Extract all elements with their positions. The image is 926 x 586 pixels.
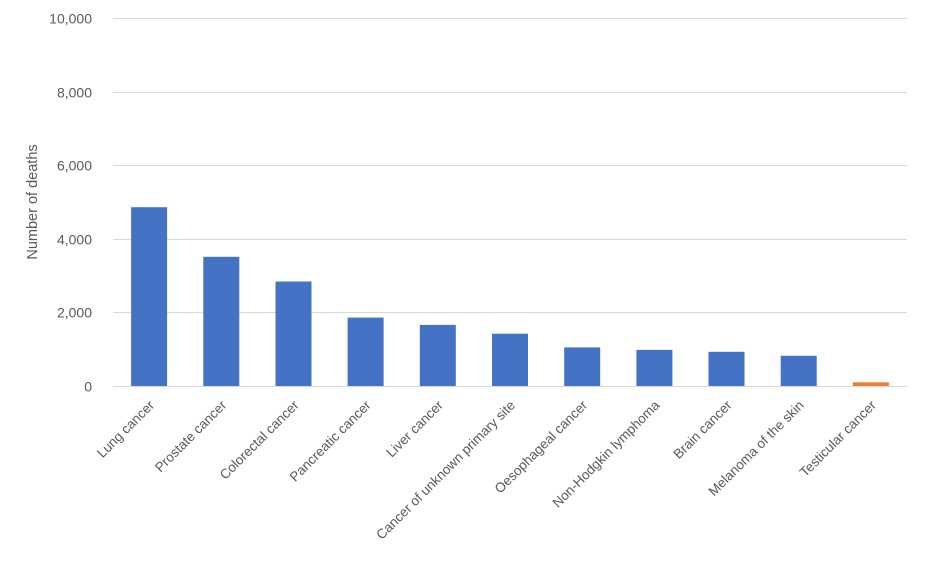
y-tick-label: 8,000 [57, 85, 92, 101]
y-tick-label: 4,000 [57, 232, 92, 248]
bar-lung-cancer [131, 207, 168, 386]
x-category-label: Liver cancer [383, 397, 446, 460]
bar-oesophageal-cancer [564, 347, 601, 386]
bar-prostate-cancer [203, 256, 240, 386]
bars [131, 207, 889, 386]
y-axis-ticks: 0 2,000 4,000 6,000 8,000 10,000 [49, 11, 92, 395]
bar-liver-cancer [419, 324, 456, 386]
gridlines [113, 18, 907, 387]
bar-cancer-of-unknown-primary-site [492, 333, 528, 386]
bar-pancreatic-cancer [347, 317, 384, 386]
bar-testicular-cancer [852, 382, 889, 386]
x-category-label: Cancer of unknown primary site [373, 398, 518, 543]
x-category-label: Lung cancer [94, 397, 158, 461]
bar-melanoma-of-the-skin [780, 355, 817, 386]
x-category-label: Colorectal cancer [217, 397, 302, 482]
y-axis-title: Number of deaths [25, 144, 41, 259]
bar-colorectal-cancer [275, 281, 312, 386]
x-category-label: Prostate cancer [152, 397, 230, 475]
y-tick-label: 6,000 [57, 158, 92, 174]
bar-non-hodgkin-lymphoma [636, 349, 673, 386]
bar-brain-cancer [708, 351, 745, 386]
y-tick-label: 2,000 [57, 305, 92, 321]
x-category-label: Pancreatic cancer [287, 397, 374, 484]
x-category-label: Brain cancer [670, 397, 735, 462]
y-tick-label: 10,000 [49, 11, 92, 27]
y-tick-label: 0 [84, 379, 92, 395]
x-category-label: Testicular cancer [797, 397, 880, 480]
